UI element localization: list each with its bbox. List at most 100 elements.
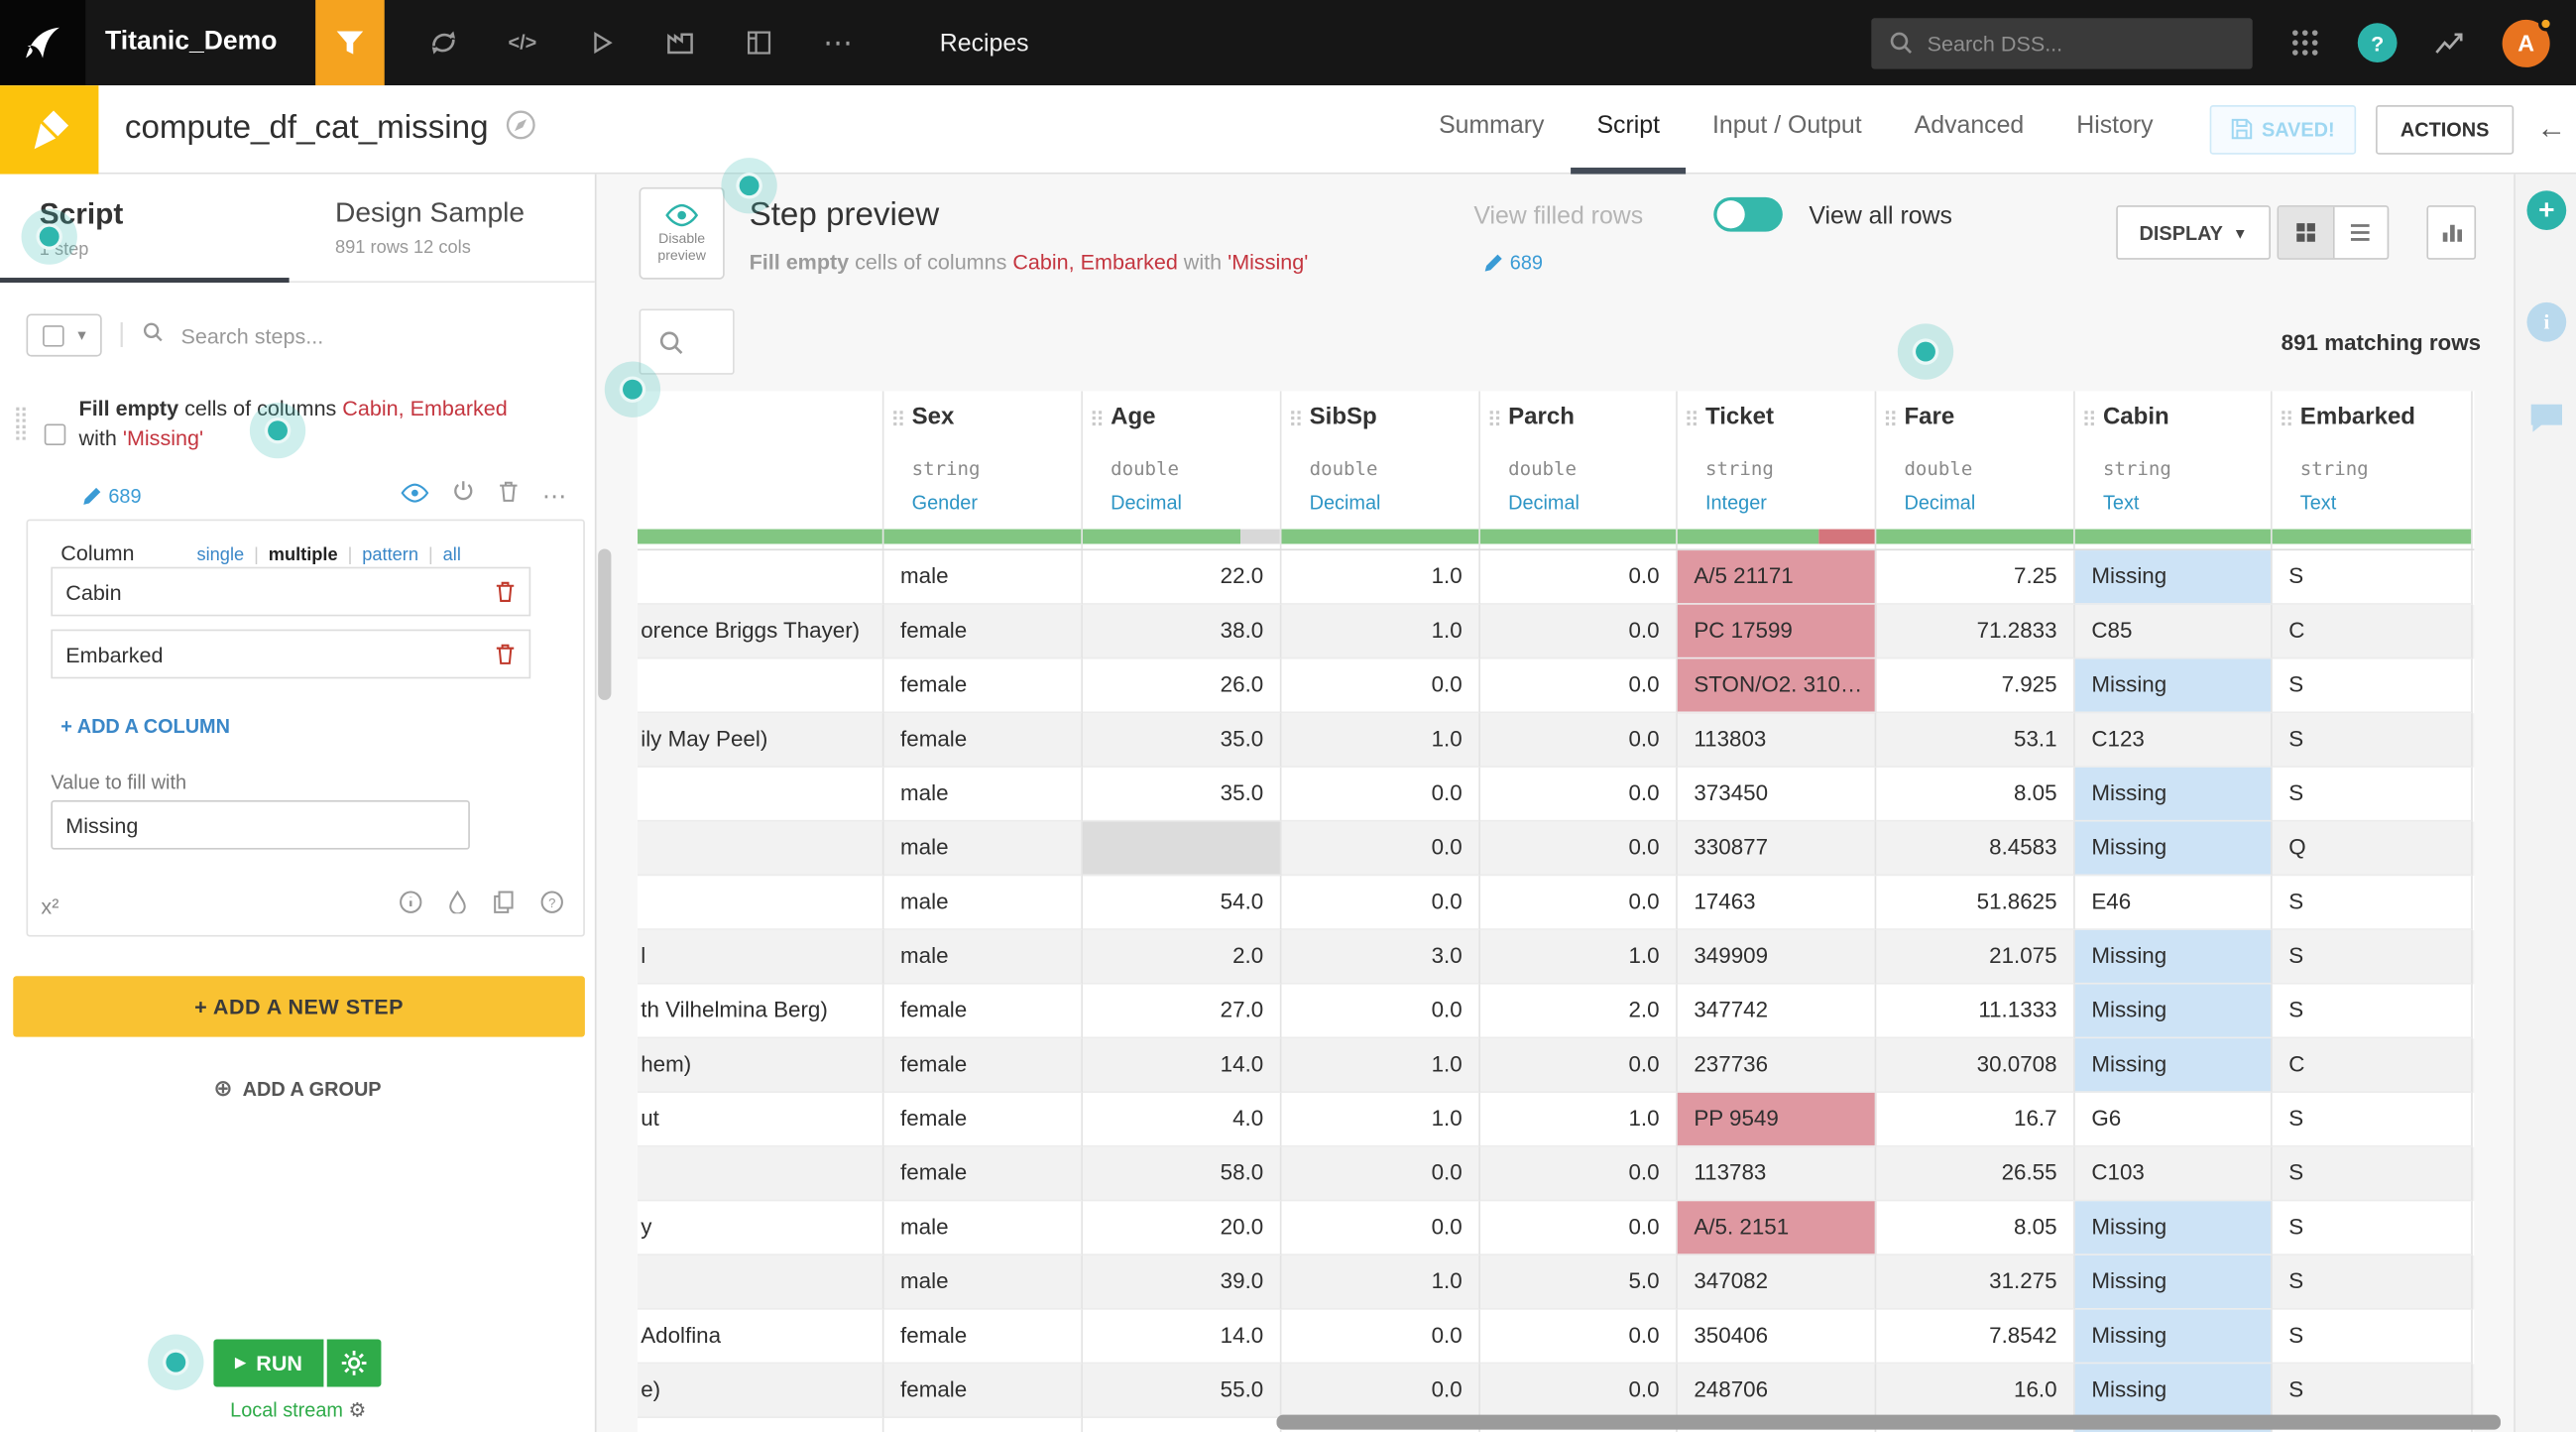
compass-icon[interactable] (505, 108, 537, 149)
cell-age[interactable]: 26.0 (1083, 658, 1281, 713)
cell-parch[interactable]: 1.0 (1480, 930, 1678, 985)
cell-fare[interactable]: 21.075 (1876, 930, 2074, 985)
cell-name[interactable]: l (638, 930, 884, 985)
cell-ticket[interactable]: 349909 (1678, 930, 1876, 985)
cell-cabin[interactable]: C103 (2075, 1147, 2273, 1202)
saved-button[interactable]: SAVED! (2209, 104, 2356, 154)
table-row[interactable]: utfemale4.01.01.0PP 954916.7G6S (638, 1093, 2475, 1147)
cell-ticket[interactable]: 17463 (1678, 876, 1876, 930)
cell-name[interactable] (638, 1418, 884, 1432)
play-icon[interactable] (585, 27, 618, 60)
info-icon[interactable] (400, 891, 422, 921)
cell-embarked[interactable]: S (2273, 930, 2473, 985)
cell-parch[interactable]: 0.0 (1480, 605, 1678, 659)
table-row[interactable]: female58.00.00.011378326.55C103S (638, 1147, 2475, 1202)
cell-parch[interactable]: 0.0 (1480, 658, 1678, 713)
cell-fare[interactable]: 7.925 (1876, 658, 2074, 713)
cell-sex[interactable]: male (883, 930, 1082, 985)
table-row[interactable]: lmale2.03.01.034990921.075MissingS (638, 930, 2475, 985)
cell-age[interactable]: 35.0 (1083, 713, 1281, 768)
column-header-parch[interactable]: ⠿ParchdoubleDecimal (1480, 391, 1678, 548)
column-drag-handle-icon[interactable]: ⠿ (1487, 408, 1503, 434)
cell-name[interactable]: y (638, 1201, 884, 1255)
dss-search-input[interactable] (1871, 17, 2252, 67)
table-row[interactable]: hem)female14.01.00.023773630.0708Missing… (638, 1038, 2475, 1093)
cell-sibsp[interactable]: 0.0 (1281, 1364, 1479, 1418)
cell-sibsp[interactable]: 0.0 (1281, 876, 1479, 930)
preview-eye-icon[interactable] (401, 481, 428, 511)
cell-cabin[interactable]: Missing (2075, 1310, 2273, 1365)
cell-age[interactable]: 54.0 (1083, 876, 1281, 930)
collapse-panel-arrow-icon[interactable]: ← (2526, 112, 2576, 147)
tab-history[interactable]: History (2050, 84, 2179, 173)
cell-name[interactable] (638, 768, 884, 822)
cell-parch[interactable]: 0.0 (1480, 822, 1678, 877)
cell-name[interactable]: hem) (638, 1038, 884, 1093)
cell-ticket[interactable]: 373450 (1678, 768, 1876, 822)
cell-sex[interactable]: male (883, 550, 1082, 605)
cell-cabin[interactable]: G6 (2075, 1093, 2273, 1147)
step-checkbox[interactable] (45, 424, 66, 446)
cell-parch[interactable]: 0.0 (1480, 713, 1678, 768)
column-drag-handle-icon[interactable]: ⠿ (2279, 408, 2294, 434)
table-row[interactable]: ily May Peel)female35.01.00.011380353.1C… (638, 713, 2475, 768)
mode-single[interactable]: single (197, 545, 245, 565)
cell-cabin[interactable]: C85 (2075, 605, 2273, 659)
cell-name[interactable] (638, 876, 884, 930)
cell-fare[interactable]: 8.05 (1876, 1201, 2074, 1255)
add-group-button[interactable]: ⊕ADD A GROUP (0, 1075, 595, 1103)
project-name[interactable]: Titanic_Demo (105, 28, 315, 58)
rows-view-toggle[interactable] (1713, 197, 1783, 232)
cell-age[interactable]: 2.0 (1083, 930, 1281, 985)
cell-ticket[interactable]: 237736 (1678, 1038, 1876, 1093)
cell-sex[interactable]: male (883, 876, 1082, 930)
cell-ticket[interactable]: PP 9549 (1678, 1093, 1876, 1147)
disable-step-icon[interactable] (452, 480, 475, 511)
cell-sibsp[interactable]: 0.0 (1281, 985, 1479, 1039)
cell-fare[interactable]: 31.275 (1876, 1255, 2074, 1310)
view-filled-rows-label[interactable]: View filled rows (1473, 202, 1643, 230)
table-row[interactable]: e)female55.00.00.024870616.0MissingS (638, 1364, 2475, 1418)
cell-fare[interactable]: 16.0 (1876, 1364, 2074, 1418)
cell-cabin[interactable]: Missing (2075, 1364, 2273, 1418)
column-header-ticket[interactable]: ⠿TicketstringInteger (1678, 391, 1876, 548)
column-header-name[interactable] (638, 391, 884, 548)
column-meaning[interactable]: Decimal (1904, 491, 1975, 514)
formula-icon[interactable]: x² (41, 894, 59, 918)
cell-parch[interactable]: 0.0 (1480, 1147, 1678, 1202)
cell-name[interactable] (638, 550, 884, 605)
tab-summary[interactable]: Summary (1413, 84, 1571, 173)
cell-age[interactable]: 4.0 (1083, 1093, 1281, 1147)
cell-parch[interactable]: 2.0 (1480, 985, 1678, 1039)
select-steps-combo[interactable]: ▾ (27, 313, 102, 356)
charts-button[interactable] (2426, 205, 2476, 260)
cell-parch[interactable]: 0.0 (1480, 1310, 1678, 1365)
cell-sibsp[interactable]: 1.0 (1281, 713, 1479, 768)
cell-fare[interactable]: 16.7 (1876, 1093, 2074, 1147)
delete-column-icon[interactable] (495, 643, 517, 665)
cell-fare[interactable]: 26.55 (1876, 1147, 2074, 1202)
engine-selector[interactable]: Local stream ⚙ (0, 1398, 596, 1421)
cell-name[interactable]: orence Briggs Thayer) (638, 605, 884, 659)
notebook-icon[interactable] (743, 27, 775, 60)
cell-fare[interactable]: 8.05 (1876, 768, 2074, 822)
cell-ticket[interactable]: A/5. 2151 (1678, 1201, 1876, 1255)
cell-age[interactable]: 39.0 (1083, 1255, 1281, 1310)
table-row[interactable]: female26.00.00.0STON/O2. 310…7.925Missin… (638, 658, 2475, 713)
cell-embarked[interactable]: S (2273, 1364, 2473, 1418)
cell-sibsp[interactable]: 1.0 (1281, 605, 1479, 659)
cell-parch[interactable]: 1.0 (1480, 1093, 1678, 1147)
cell-age[interactable]: 58.0 (1083, 1147, 1281, 1202)
cell-sibsp[interactable]: 0.0 (1281, 1147, 1479, 1202)
cell-embarked[interactable]: S (2273, 1147, 2473, 1202)
cell-name[interactable] (638, 1255, 884, 1310)
delete-step-icon[interactable] (498, 480, 520, 511)
cell-name[interactable] (638, 658, 884, 713)
cell-ticket[interactable]: 330877 (1678, 822, 1876, 877)
add-panel-icon[interactable]: + (2526, 190, 2566, 230)
column-header-cabin[interactable]: ⠿CabinstringText (2075, 391, 2273, 548)
cell-embarked[interactable]: Q (2273, 822, 2473, 877)
breadcrumb-recipes[interactable]: Recipes (940, 29, 1029, 57)
cell-embarked[interactable]: S (2273, 1201, 2473, 1255)
cell-ticket[interactable]: A/5 21171 (1678, 550, 1876, 605)
